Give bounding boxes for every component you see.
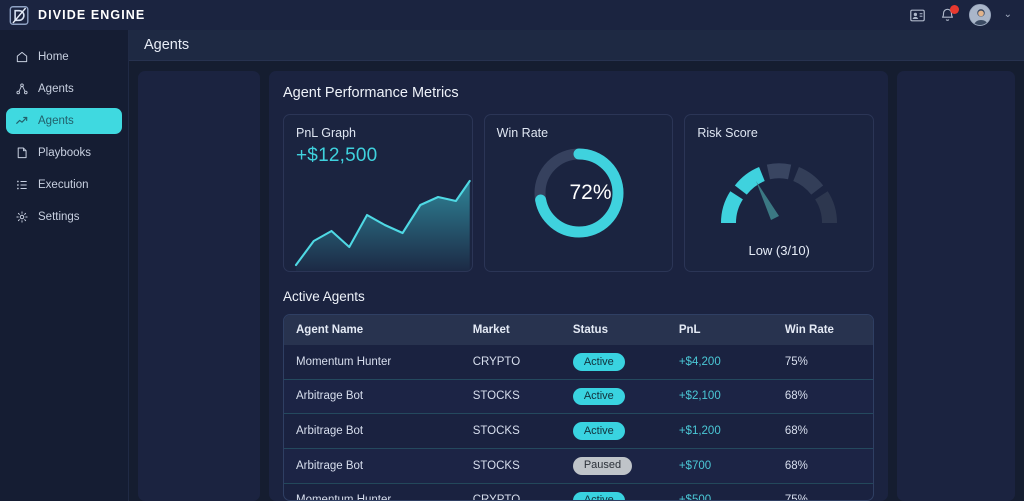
pnl-title: PnL Graph — [296, 126, 356, 140]
cell-market: STOCKS — [460, 447, 561, 484]
cell-status: Active — [560, 482, 667, 500]
pnl-value: +$12,500 — [296, 145, 378, 166]
sidebar-item-agents-active[interactable]: Agents — [6, 108, 122, 134]
home-icon — [16, 51, 28, 63]
risk-score-metric-card[interactable]: Risk Score — [684, 114, 875, 272]
main-content: Agents Agent Performance Metrics PnL Gra… — [129, 30, 1024, 501]
cell-market: STOCKS — [460, 378, 561, 414]
sidebar-item-settings[interactable]: Settings — [6, 204, 122, 230]
list-icon — [17, 180, 27, 190]
brand[interactable]: DIVIDE ENGINE — [9, 5, 145, 26]
sidebar: Home Agents Agents — [0, 30, 129, 501]
cell-win-rate: 75% — [784, 355, 808, 368]
column-header-pnl[interactable]: PnL — [666, 315, 773, 345]
pnl-area-chart — [294, 179, 472, 271]
avatar[interactable] — [968, 4, 991, 26]
body: Home Agents Agents — [0, 30, 1024, 501]
page-title: Agents — [144, 37, 190, 53]
win-rate-title: Win Rate — [496, 126, 549, 140]
book-icon — [17, 147, 27, 159]
gear-icon — [16, 211, 28, 223]
risk-score-caption: Low (3/10) — [748, 243, 810, 258]
cell-agent-name: Arbitrage Bot — [284, 447, 461, 484]
sidebar-item-label: Home — [38, 51, 69, 63]
cell-agent-name: Momentum Hunter — [296, 355, 392, 368]
status-badge: Paused — [572, 456, 633, 475]
metric-cards: PnL Graph +$12,500 — [283, 114, 875, 272]
section-title: Agent Performance Metrics — [283, 85, 459, 101]
sidebar-item-home[interactable]: Home — [6, 44, 122, 70]
sidebar-item-execution[interactable]: Execution — [6, 172, 122, 198]
risk-gauge-chart — [685, 159, 873, 231]
cell-agent-name: Momentum Hunter — [284, 482, 461, 500]
cell-status: Active — [561, 345, 667, 379]
divide-d-logo-icon — [9, 5, 29, 25]
status-badge: Active — [572, 491, 625, 500]
cell-status: Paused — [560, 447, 667, 484]
sidebar-item-label: Execution — [38, 179, 89, 191]
sidebar-item-agents[interactable]: Agents — [6, 76, 122, 102]
cell-pnl: +$1,200 — [666, 413, 773, 449]
trending-up-icon — [16, 116, 28, 124]
contact-card-icon[interactable] — [909, 7, 926, 24]
cell-agent-name: Arbitrage Bot — [284, 413, 461, 449]
cell-pnl: +$700 — [666, 447, 773, 484]
status-badge: Active — [572, 387, 625, 406]
sidebar-item-label: Playbooks — [38, 147, 92, 159]
table-row[interactable]: Arbitrage Bot STOCKS Active +$1,200 68% — [284, 413, 873, 449]
cell-market: CRYPTO — [472, 355, 521, 368]
win-rate-metric-card[interactable]: Win Rate 72% — [483, 114, 674, 272]
top-bar: DIVIDE ENGINE — [0, 0, 1024, 30]
gauge-needle — [756, 181, 780, 220]
column-header-market[interactable]: Market — [460, 315, 561, 345]
cell-win-rate: 68% — [772, 447, 873, 484]
win-rate-donut-chart — [485, 115, 673, 271]
chevron-down-icon[interactable]: ⌄ — [1003, 9, 1012, 20]
cell-pnl: +$500 — [666, 482, 773, 500]
right-panel — [897, 71, 1015, 501]
win-rate-value: 72% — [569, 181, 612, 204]
table-body: Momentum Hunter CRYPTO Active +$4,200 75… — [284, 345, 873, 500]
column-header-agent-name[interactable]: Agent Name — [284, 315, 461, 345]
cell-status: Active — [560, 413, 667, 449]
notification-badge — [949, 4, 959, 14]
avatar-image — [969, 5, 990, 25]
column-header-win-rate[interactable]: Win Rate — [772, 315, 873, 345]
page-header: Agents — [129, 30, 1024, 61]
sidebar-item-label: Agents — [38, 115, 74, 127]
table-row[interactable]: Momentum Hunter CRYPTO Active +$500 75% — [284, 482, 873, 500]
cell-agent-name: Arbitrage Bot — [284, 378, 461, 414]
top-bar-actions: ⌄ — [909, 4, 1012, 26]
pnl-metric-card[interactable]: PnL Graph +$12,500 — [283, 114, 473, 272]
page-body: Agent Performance Metrics PnL Graph +$12… — [129, 61, 1024, 501]
metrics-card: Agent Performance Metrics PnL Graph +$12… — [269, 71, 888, 501]
column-header-status[interactable]: Status — [560, 315, 667, 345]
table-title: Active Agents — [283, 289, 365, 304]
table-row[interactable]: Momentum Hunter CRYPTO Active +$4,200 75… — [284, 345, 873, 379]
table-row[interactable]: Arbitrage Bot STOCKS Paused +$700 68% — [284, 447, 873, 484]
notifications[interactable] — [939, 4, 959, 24]
table-row[interactable]: Arbitrage Bot STOCKS Active +$2,100 68% — [284, 378, 873, 414]
status-badge: Active — [572, 353, 625, 371]
cell-status: Active — [560, 378, 667, 414]
sidebar-item-label: Agents — [38, 83, 74, 95]
brand-name: DIVIDE ENGINE — [38, 8, 146, 22]
sidebar-item-playbooks[interactable]: Playbooks — [6, 140, 122, 166]
cell-win-rate: 75% — [772, 482, 873, 500]
left-panel — [138, 71, 260, 501]
cell-win-rate: 68% — [772, 378, 873, 414]
cell-pnl: +$2,100 — [666, 378, 773, 414]
table-header-row: Agent Name Market Status PnL Win Rate — [284, 315, 873, 345]
agents-table: Agent Name Market Status PnL Win Rate Mo… — [283, 314, 874, 501]
risk-score-title: Risk Score — [697, 126, 758, 140]
agents-network-icon — [16, 83, 28, 95]
cell-win-rate: 68% — [772, 413, 873, 449]
cell-market: CRYPTO — [460, 482, 561, 500]
cell-pnl: +$4,200 — [678, 355, 721, 368]
status-badge: Active — [572, 422, 625, 440]
sidebar-item-label: Settings — [38, 211, 80, 223]
cell-market: STOCKS — [460, 413, 561, 449]
